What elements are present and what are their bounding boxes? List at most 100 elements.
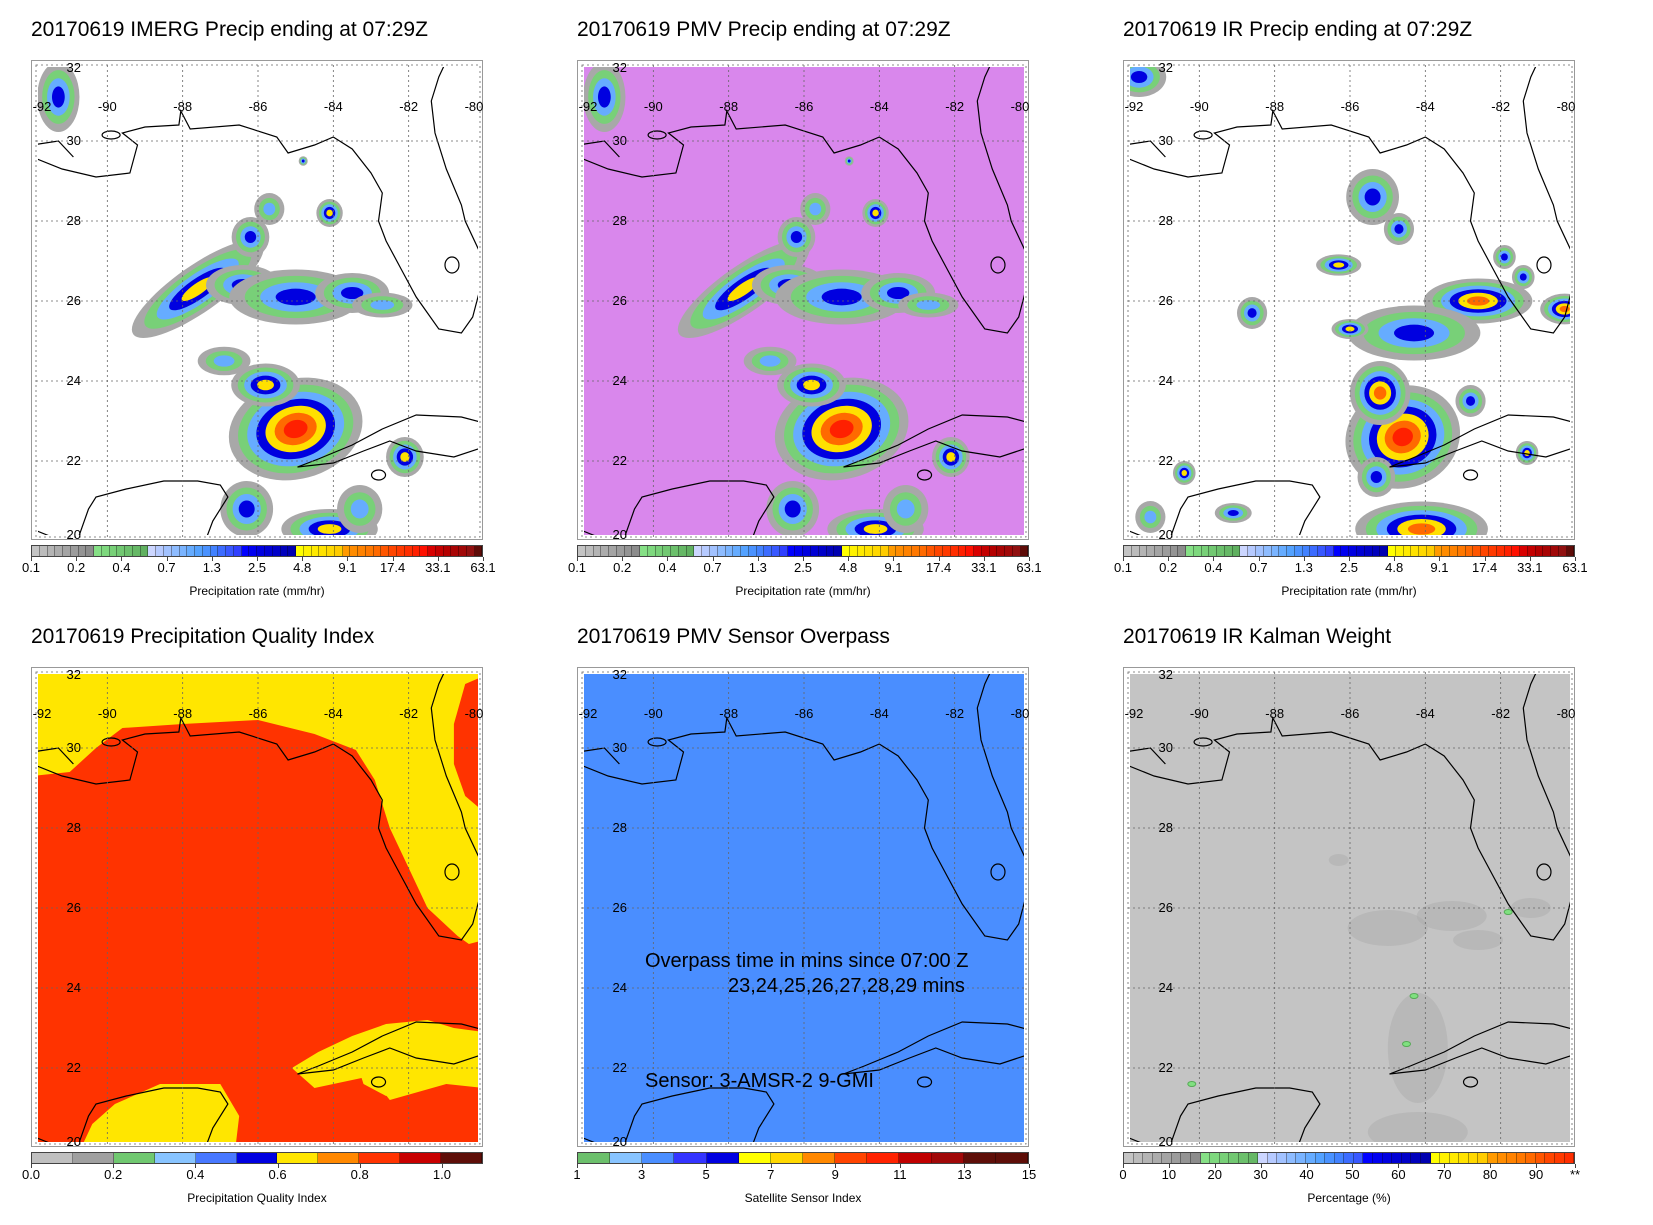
quality-region-high <box>453 678 478 807</box>
colorbar-segment <box>899 1153 932 1163</box>
colorbar-segment <box>1497 1153 1508 1163</box>
colorbar-tick-label: 0.4 <box>658 560 677 575</box>
colorbar-segment <box>389 546 397 556</box>
colorbar-segment <box>1392 1153 1402 1163</box>
colorbar-tick-label: 2.5 <box>247 560 267 575</box>
panel-quality: 20170619 Precipitation Quality Index -92-… <box>22 625 491 1225</box>
lat-label: 30 <box>612 133 626 148</box>
colorbar-segment <box>179 546 188 556</box>
colorbar-segment <box>1315 1153 1326 1163</box>
lon-label: -92 <box>579 99 598 114</box>
colorbar-segment <box>1426 546 1435 556</box>
colorbar-segment <box>787 546 796 556</box>
lon-label: -90 <box>98 99 117 114</box>
coastline-yucatan <box>78 1087 229 1142</box>
colorbar-tick <box>121 557 123 561</box>
lake-pontchartrain <box>647 130 667 140</box>
colorbar-tick <box>1444 1164 1446 1168</box>
colorbar-tick <box>706 1164 708 1168</box>
precip-cell <box>898 292 959 318</box>
precip-cell <box>1331 319 1369 339</box>
colorbar-segment <box>1440 1153 1450 1163</box>
colorbar-tick-label: 4.8 <box>1385 560 1404 575</box>
precip-contour <box>1519 273 1527 281</box>
colorbar-tick <box>166 557 168 561</box>
weight-smudge <box>1510 898 1551 918</box>
colorbar-segment <box>624 546 633 556</box>
colorbar-segment <box>1248 546 1257 556</box>
precip-contour <box>317 524 342 534</box>
colorbar-tick-label: 13 <box>957 1167 972 1182</box>
colorbar-segment <box>381 546 390 556</box>
lon-label: -88 <box>1265 99 1284 114</box>
weight-spot <box>1409 993 1419 999</box>
lon-label: -92 <box>33 706 52 721</box>
colorbar-tick <box>347 557 349 561</box>
colorbar-segment <box>609 546 617 556</box>
colorbar-segment <box>78 546 87 556</box>
colorbar-tick-label: 0.7 <box>1249 560 1268 575</box>
sensor-overlay-line2: 23,24,25,26,27,28,29 mins <box>728 975 965 997</box>
colorbar-tick-label: 33.1 <box>1517 560 1543 575</box>
colorbar-segment <box>1258 1153 1268 1163</box>
colorbar-segment <box>466 546 475 556</box>
lat-label: 32 <box>66 668 80 682</box>
colorbar-tick <box>441 1164 443 1168</box>
colorbar-tick-label: 9.1 <box>338 560 357 575</box>
colorbar-segment <box>997 546 1006 556</box>
colorbar-tick <box>76 557 78 561</box>
colorbar <box>31 545 483 557</box>
colorbar-segment <box>935 546 943 556</box>
colorbar-tick <box>1439 557 1441 561</box>
colorbar-tick <box>1168 557 1170 561</box>
lat-label: 24 <box>612 980 626 995</box>
weight-spot <box>1187 1081 1197 1087</box>
precip-cell <box>1214 503 1252 523</box>
precip-contour <box>829 419 854 439</box>
colorbar-segment <box>1124 1153 1134 1163</box>
colorbar-segment <box>459 546 467 556</box>
colorbar-segment <box>264 546 273 556</box>
panel-sensor: 20170619 PMV Sensor Overpass -92 -90 -88 -86… <box>573 625 1037 1225</box>
colorbar-segment <box>218 546 227 556</box>
colorbar-segment <box>1349 546 1357 556</box>
colorbar-segment <box>857 546 866 556</box>
colorbar-segment <box>55 546 64 556</box>
colorbar-tick <box>1260 1164 1262 1168</box>
panel-pmv: 20170619 PMV Precip ending at 07:29Z -92-… <box>568 18 1042 618</box>
colorbar-segment <box>942 546 951 556</box>
colorbar-segment <box>919 546 928 556</box>
map-frame: -92 -90 -88 -86 -84 -82 -80 32 30 28 26 24 22 20 <box>1123 667 1575 1148</box>
colorbar-segment <box>86 546 95 556</box>
precip-cell <box>229 269 363 325</box>
colorbar-tick <box>899 1164 901 1168</box>
colorbar-segment <box>280 546 289 556</box>
colorbar-segment <box>974 546 982 556</box>
colorbar-segment <box>132 546 141 556</box>
sensor-overlay-line3: Sensor: 3-AMSR-2 9-GMI <box>645 1070 874 1092</box>
lat-label: 30 <box>66 133 80 148</box>
colorbar-tick-label: 30 <box>1253 1167 1268 1182</box>
map-layer <box>1130 67 1570 535</box>
colorbar-segment <box>125 546 133 556</box>
colorbar-tick-label: 0.8 <box>350 1167 369 1182</box>
colorbar-tick <box>483 557 484 561</box>
colorbar-segment <box>226 546 234 556</box>
colorbar-segment <box>1310 546 1319 556</box>
lon-label: -84 <box>324 706 343 721</box>
coastline-louisiana <box>584 747 620 765</box>
colorbar-tick-label: 0.6 <box>268 1167 287 1182</box>
colorbar-segment <box>779 546 788 556</box>
precip-cell <box>1130 67 1167 97</box>
colorbar-segment <box>1229 1153 1239 1163</box>
lake-pontchartrain <box>1193 737 1213 747</box>
colorbar-tick <box>1535 1164 1537 1168</box>
precip-contour <box>821 288 862 306</box>
colorbar-tick <box>1303 557 1305 561</box>
colorbar-segment <box>958 546 967 556</box>
colorbar-segment <box>1277 1153 1287 1163</box>
lat-label: 22 <box>1158 453 1172 468</box>
precip-contour <box>1333 262 1345 268</box>
precip-cell <box>1316 254 1362 276</box>
colorbar-segment <box>931 1153 964 1163</box>
